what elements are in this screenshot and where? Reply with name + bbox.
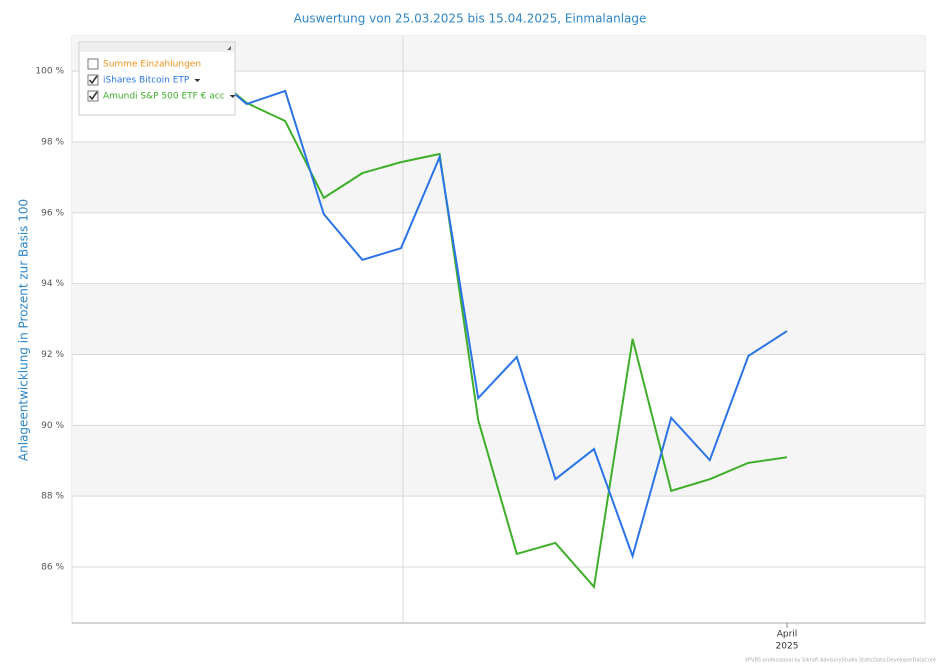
chart-title: Auswertung von 25.03.2025 bis 15.04.2025… (294, 12, 647, 26)
legend-header (80, 43, 234, 52)
legend-checkbox[interactable] (87, 74, 99, 86)
legend-box (78, 41, 236, 116)
legend-dropdown (194, 79, 201, 82)
y-tick-label: 94 % (41, 279, 64, 289)
y-tick-label: 86 % (41, 563, 64, 573)
legend-checkbox[interactable] (87, 58, 99, 70)
footer: XPVBS professional by Sikraft AdvisorySt… (745, 658, 936, 664)
y-tick-label: 96 % (41, 208, 64, 218)
grid-band (72, 283, 925, 355)
legend-dropdown (229, 95, 236, 98)
y-tick-label: 92 % (41, 350, 64, 360)
legend-checkbox[interactable] (87, 90, 99, 102)
x-tick-label: April (777, 630, 798, 640)
check-mark (88, 91, 98, 101)
y-axis-label: Anlageentwicklung in Prozent zur Basis 1… (17, 199, 31, 461)
x-year-label: 2025 (776, 642, 799, 652)
legend-label: Summe Einzahlungen (103, 60, 201, 70)
y-tick-label: 90 % (41, 421, 64, 431)
y-tick-label: 100 % (35, 67, 64, 77)
series-line (207, 70, 788, 560)
legend-label: Amundi S&P 500 ETF € acc (103, 92, 225, 102)
grid-band (72, 141, 925, 213)
legend: Summe Einzahlungen iShares Bitcoin ETP Amu… (78, 41, 236, 116)
grid-band (72, 425, 925, 497)
y-tick-label: 98 % (41, 137, 64, 147)
check-mark (88, 75, 98, 85)
legend-label: iShares Bitcoin ETP (103, 76, 190, 86)
y-tick-label: 88 % (41, 492, 64, 502)
legend-grip (227, 46, 231, 50)
series-line (207, 70, 788, 590)
